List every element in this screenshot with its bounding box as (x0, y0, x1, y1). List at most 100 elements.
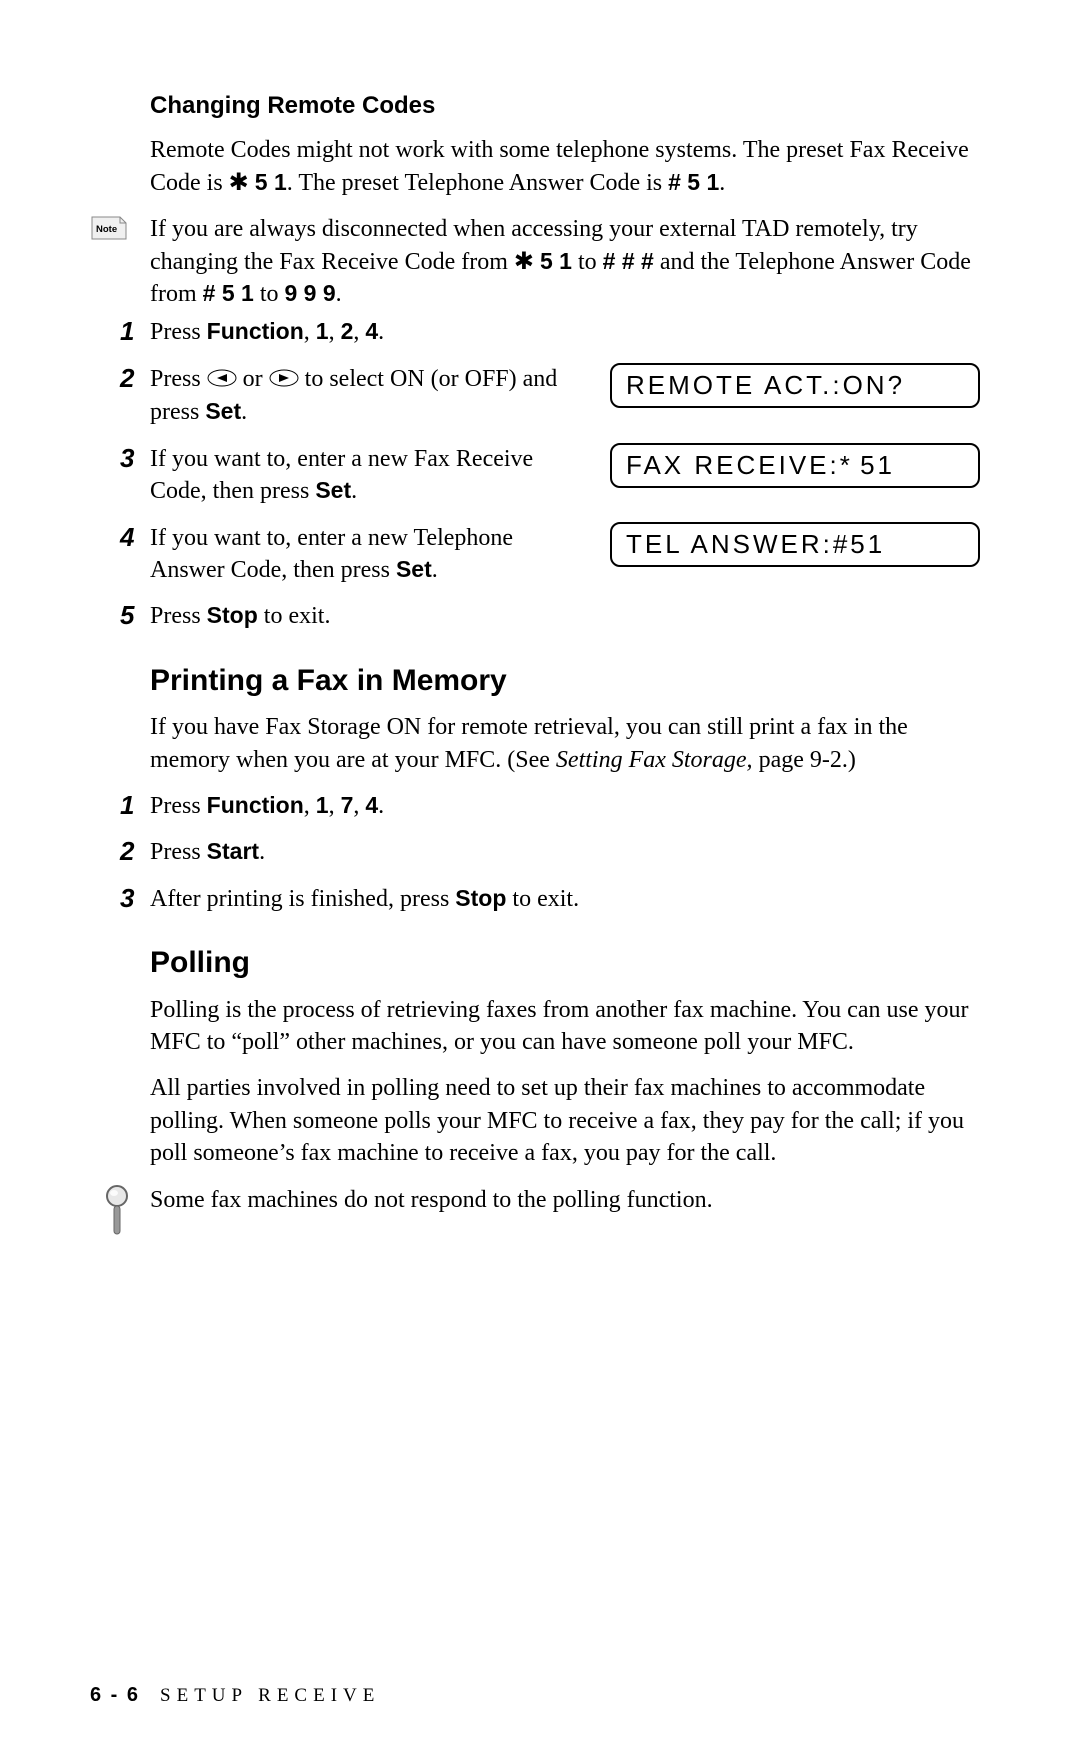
b: 4 (365, 792, 378, 818)
code: 5 1 (540, 248, 572, 274)
ref-italic: Setting Fax Storage, (556, 747, 753, 773)
t: or (237, 366, 269, 392)
b: Stop (455, 885, 506, 911)
note-icon: Note (90, 213, 150, 241)
code: 5 1 (255, 169, 287, 195)
step-number: 1 (90, 316, 150, 347)
lcd-wrap: TEL ANSWER:#51 (610, 522, 990, 567)
step-text: Press Stop to exit. (150, 600, 990, 632)
note-block: Note If you are always disconnected when… (90, 213, 990, 310)
step-text: Press Start. (150, 836, 990, 868)
step-number: 3 (90, 443, 150, 474)
t: . (378, 793, 384, 819)
t: to exit. (506, 886, 579, 912)
tip-text: Some fax machines do not respond to the … (150, 1184, 713, 1216)
t: . (378, 319, 384, 345)
step-number: 5 (90, 600, 150, 631)
text: . (336, 281, 342, 307)
magnifier-icon (90, 1184, 150, 1243)
text: to (572, 249, 603, 275)
step-text: Press Function, 1, 7, 4. (150, 790, 990, 822)
t: , (329, 319, 341, 345)
t: Press (150, 603, 207, 629)
lcd-b: 51 (850, 450, 895, 480)
star-icon: * (840, 450, 850, 480)
heading-polling: Polling (150, 943, 990, 984)
steps-section1: 1 Press Function, 1, 2, 4. 2 Press or to… (90, 316, 990, 632)
tip-block: Some fax machines do not respond to the … (90, 1184, 990, 1243)
lcd-display: REMOTE ACT.:ON? (610, 363, 980, 408)
b: 1 (316, 318, 329, 344)
left-arrow-icon (207, 364, 237, 396)
t: If you want to, enter a new Telephone An… (150, 525, 513, 583)
step-text: If you want to, enter a new Fax Receive … (150, 443, 610, 508)
heading-printing-fax: Printing a Fax in Memory (150, 661, 990, 702)
t: . (351, 478, 357, 504)
note-text: If you are always disconnected when acce… (150, 213, 990, 310)
t: , (353, 319, 365, 345)
lcd-display: FAX RECEIVE:* 51 (610, 443, 980, 488)
b: Function (207, 318, 304, 344)
t: . (259, 839, 265, 865)
b: 4 (365, 318, 378, 344)
para-printing-fax: If you have Fax Storage ON for remote re… (150, 711, 990, 776)
step-row: 3 After printing is finished, press Stop… (90, 883, 990, 915)
para-polling-2: All parties involved in polling need to … (150, 1072, 990, 1169)
b: Function (207, 792, 304, 818)
text: to (254, 281, 285, 307)
step-number: 2 (90, 363, 150, 394)
step-row: 2 Press or to select ON (or OFF) and pre… (90, 363, 990, 429)
step-text: Press or to select ON (or OFF) and press… (150, 363, 610, 429)
b: Stop (207, 602, 258, 628)
t: , (304, 793, 316, 819)
step-number: 3 (90, 883, 150, 914)
t: . (241, 399, 247, 425)
t: , (353, 793, 365, 819)
t: Press (150, 319, 207, 345)
step-row: 5 Press Stop to exit. (90, 600, 990, 632)
step-row: 1 Press Function, 1, 2, 4. (90, 316, 990, 348)
b: 1 (316, 792, 329, 818)
code: 9 9 9 (284, 280, 335, 306)
lcd-a: FAX RECEIVE: (626, 450, 840, 480)
star-icon: ✱ (514, 248, 534, 275)
page-number: 6 - 6 (90, 1684, 140, 1706)
lcd-wrap: REMOTE ACT.:ON? (610, 363, 990, 408)
code: # # # (603, 248, 654, 274)
page-footer: 6 - 6 SETUP RECEIVE (90, 1682, 990, 1709)
svg-text:Note: Note (96, 224, 117, 235)
steps-section2: 1 Press Function, 1, 7, 4. 2 Press Start… (90, 790, 990, 915)
lcd-display: TEL ANSWER:#51 (610, 522, 980, 567)
t: . (432, 557, 438, 583)
footer-title: SETUP RECEIVE (160, 1685, 380, 1706)
b: Start (207, 838, 259, 864)
step-text: Press Function, 1, 2, 4. (150, 316, 990, 348)
b: 7 (341, 792, 354, 818)
step-number: 2 (90, 836, 150, 867)
step-row: 2 Press Start. (90, 836, 990, 868)
step-text: If you want to, enter a new Telephone An… (150, 522, 610, 587)
para-remote-codes: Remote Codes might not work with some te… (150, 134, 990, 199)
t: page 9-2.) (753, 747, 856, 773)
step-number: 4 (90, 522, 150, 553)
step-row: 4 If you want to, enter a new Telephone … (90, 522, 990, 587)
t: Press (150, 366, 207, 392)
b: Set (315, 477, 351, 503)
right-arrow-icon (269, 364, 299, 396)
t: to exit. (258, 603, 331, 629)
t: After printing is finished, press (150, 886, 455, 912)
t: Press (150, 793, 207, 819)
step-text: After printing is finished, press Stop t… (150, 883, 990, 915)
b: 2 (341, 318, 354, 344)
t: , (304, 319, 316, 345)
t: Press (150, 839, 207, 865)
step-row: 3 If you want to, enter a new Fax Receiv… (90, 443, 990, 508)
step-number: 1 (90, 790, 150, 821)
step-row: 1 Press Function, 1, 7, 4. (90, 790, 990, 822)
star-icon: ✱ (229, 169, 249, 196)
text: . The preset Telephone Answer Code is (287, 170, 668, 196)
lcd-wrap: FAX RECEIVE:* 51 (610, 443, 990, 488)
b: Set (396, 556, 432, 582)
para-polling-1: Polling is the process of retrieving fax… (150, 994, 990, 1059)
code: # 5 1 (203, 280, 254, 306)
